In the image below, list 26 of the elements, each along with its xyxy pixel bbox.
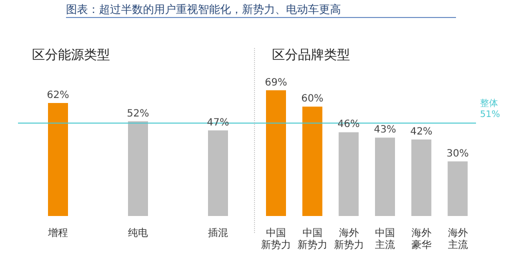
x-tick-label: 海外新势力: [334, 227, 364, 251]
data-label: 69%: [264, 77, 288, 88]
bar: [302, 106, 322, 216]
data-label: 42%: [410, 126, 432, 138]
bar: [338, 132, 359, 216]
text: 图表：超过半数的用户重视智能化，新势力、电动车更高: [66, 2, 456, 18]
x-tick-label: 海外豪华: [412, 227, 432, 251]
data-label: 60%: [301, 94, 324, 105]
x-tick-label: 中国新势力: [261, 227, 292, 251]
bar: [266, 90, 286, 216]
bar: [375, 138, 395, 216]
data-label: 62%: [46, 90, 70, 102]
x-tick-label: 中国新势力: [298, 227, 328, 251]
x-tick-label: 纯电: [128, 227, 148, 239]
data-label: 52%: [126, 108, 150, 120]
x-tick-label: 增程: [47, 227, 68, 239]
data-label: 43%: [374, 124, 396, 136]
x-tick-label: 中国主流: [375, 227, 396, 251]
x-tick-label: 海外主流: [448, 227, 468, 251]
chart-title: 区分品牌类型: [271, 47, 351, 65]
bar: [448, 161, 468, 216]
bar: [411, 139, 432, 216]
ref-line-label: 整体51%: [480, 98, 500, 120]
chart-title: 区分能源类型: [31, 47, 111, 65]
x-tick-label: 插混: [208, 227, 228, 239]
data-label: 30%: [446, 148, 469, 160]
